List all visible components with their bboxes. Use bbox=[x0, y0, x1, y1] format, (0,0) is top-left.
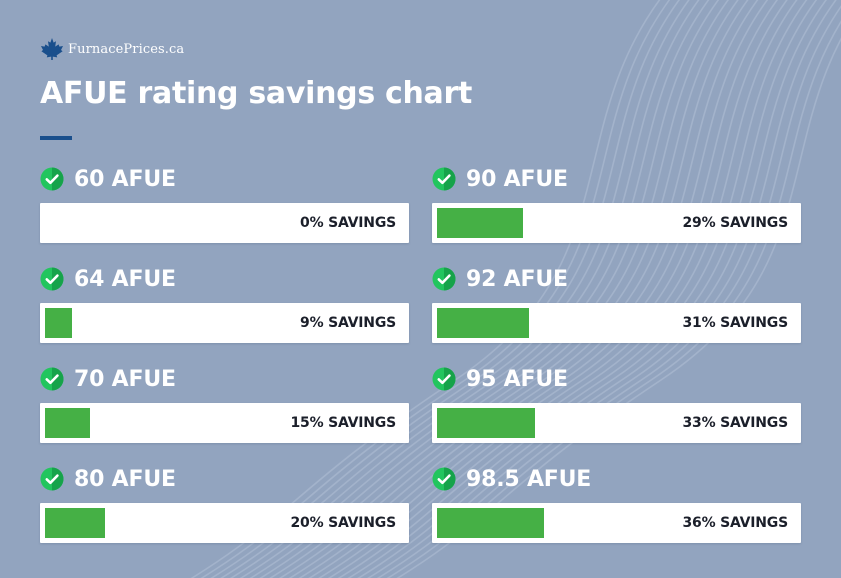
savings-bar bbox=[45, 408, 90, 438]
check-badge-icon bbox=[432, 167, 456, 191]
afue-rating-label: 98.5 AFUE bbox=[466, 466, 592, 492]
afue-rating-label: 90 AFUE bbox=[466, 166, 568, 192]
savings-value-label: 33% SAVINGS bbox=[682, 415, 789, 431]
check-badge-icon bbox=[40, 367, 64, 391]
savings-item-header: 90 AFUE bbox=[432, 165, 801, 193]
savings-item: 92 AFUE 31% SAVINGS bbox=[432, 265, 801, 343]
afue-rating-label: 92 AFUE bbox=[466, 266, 568, 292]
savings-bar bbox=[45, 308, 72, 338]
savings-bar-track: 0% SAVINGS bbox=[40, 203, 409, 243]
savings-item-header: 98.5 AFUE bbox=[432, 465, 801, 493]
savings-bar bbox=[437, 308, 529, 338]
afue-rating-label: 60 AFUE bbox=[74, 166, 176, 192]
afue-rating-label: 95 AFUE bbox=[466, 366, 568, 392]
afue-rating-label: 70 AFUE bbox=[74, 366, 176, 392]
savings-item-header: 60 AFUE bbox=[40, 165, 409, 193]
savings-item: 80 AFUE 20% SAVINGS bbox=[40, 465, 409, 543]
check-badge-icon bbox=[432, 267, 456, 291]
savings-bar-track: 20% SAVINGS bbox=[40, 503, 409, 543]
savings-item: 60 AFUE 0% SAVINGS bbox=[40, 165, 409, 243]
savings-value-label: 9% SAVINGS bbox=[300, 315, 396, 331]
savings-item: 70 AFUE 15% SAVINGS bbox=[40, 365, 409, 443]
savings-bar-track: 29% SAVINGS bbox=[432, 203, 801, 243]
afue-rating-label: 64 AFUE bbox=[74, 266, 176, 292]
savings-value-label: 20% SAVINGS bbox=[290, 515, 397, 531]
savings-item-header: 64 AFUE bbox=[40, 265, 409, 293]
savings-value-label: 0% SAVINGS bbox=[300, 215, 396, 231]
savings-bar bbox=[437, 508, 544, 538]
check-badge-icon bbox=[40, 267, 64, 291]
brand-logo[interactable]: FurnacePrices.ca bbox=[40, 36, 184, 62]
savings-item: 90 AFUE 29% SAVINGS bbox=[432, 165, 801, 243]
savings-bar bbox=[437, 408, 535, 438]
savings-bar-track: 33% SAVINGS bbox=[432, 403, 801, 443]
savings-bar bbox=[45, 508, 105, 538]
savings-item-header: 95 AFUE bbox=[432, 365, 801, 393]
check-badge-icon bbox=[432, 367, 456, 391]
savings-item-header: 70 AFUE bbox=[40, 365, 409, 393]
savings-bar-track: 9% SAVINGS bbox=[40, 303, 409, 343]
check-badge-icon bbox=[432, 467, 456, 491]
savings-value-label: 15% SAVINGS bbox=[290, 415, 397, 431]
brand-name: FurnacePrices.ca bbox=[68, 41, 185, 57]
savings-bar bbox=[437, 208, 523, 238]
maple-leaf-icon bbox=[41, 38, 63, 60]
savings-value-label: 29% SAVINGS bbox=[682, 215, 789, 231]
savings-item: 64 AFUE 9% SAVINGS bbox=[40, 265, 409, 343]
afue-rating-label: 80 AFUE bbox=[74, 466, 176, 492]
check-badge-icon bbox=[40, 467, 64, 491]
check-badge-icon bbox=[40, 167, 64, 191]
savings-value-label: 36% SAVINGS bbox=[682, 515, 789, 531]
savings-bar-track: 15% SAVINGS bbox=[40, 403, 409, 443]
page-title: AFUE rating savings chart bbox=[40, 76, 473, 111]
savings-bar-track: 31% SAVINGS bbox=[432, 303, 801, 343]
savings-item: 95 AFUE 33% SAVINGS bbox=[432, 365, 801, 443]
savings-item-header: 92 AFUE bbox=[432, 265, 801, 293]
savings-item: 98.5 AFUE 36% SAVINGS bbox=[432, 465, 801, 543]
savings-bar-track: 36% SAVINGS bbox=[432, 503, 801, 543]
savings-item-header: 80 AFUE bbox=[40, 465, 409, 493]
title-accent-rule bbox=[40, 136, 72, 140]
savings-value-label: 31% SAVINGS bbox=[682, 315, 789, 331]
